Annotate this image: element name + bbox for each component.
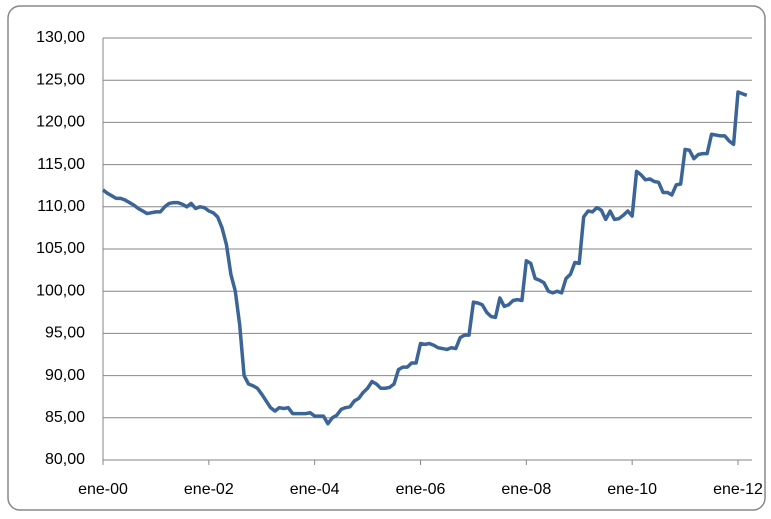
y-tick-label: 110,00	[37, 198, 85, 215]
y-tick-label: 85,00	[45, 409, 85, 426]
chart-frame	[7, 5, 766, 511]
line	[101, 90, 748, 426]
y-tick-label: 115,00	[37, 156, 85, 173]
y-tick-label: 95,00	[45, 325, 85, 342]
x-tick-label: ene-08	[501, 481, 551, 498]
y-tick-label: 105,00	[36, 240, 85, 257]
x-tick-label: ene-04	[290, 481, 340, 498]
x-tick-label: ene-06	[396, 481, 446, 498]
y-tick-label: 80,00	[45, 451, 85, 468]
y-tick-label: 90,00	[45, 367, 85, 384]
x-tick-label: ene-00	[78, 481, 128, 498]
x-tick-label: ene-10	[607, 481, 657, 498]
y-tick-label: 120,00	[36, 114, 85, 131]
x-tick-label: ene-02	[184, 481, 234, 498]
y-tick-label: 125,00	[36, 71, 85, 88]
y-tick-label: 130,00	[36, 29, 85, 46]
y-tick-label: 100,00	[36, 282, 85, 299]
x-tick-label: ene-12	[713, 481, 763, 498]
